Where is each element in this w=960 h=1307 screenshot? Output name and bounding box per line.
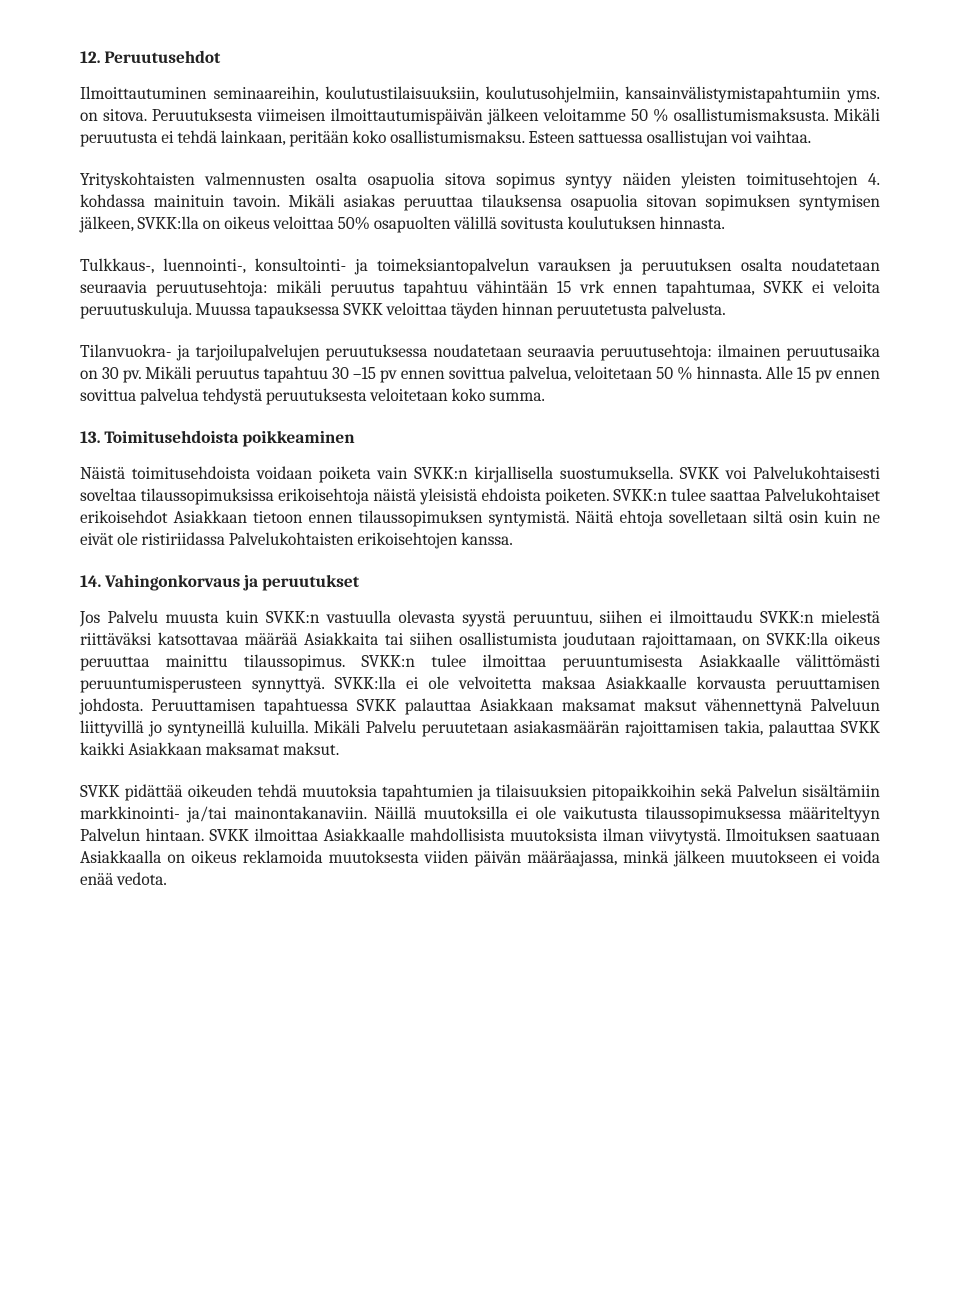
- section-14-paragraph-2: SVKK pidättää oikeuden tehdä muutoksia t…: [80, 782, 880, 892]
- section-14-paragraph-1: Jos Palvelu muusta kuin SVKK:n vastuulla…: [80, 608, 880, 762]
- section-12-paragraph-3: Tulkkaus-, luennointi-, konsultointi- ja…: [80, 256, 880, 322]
- section-12-paragraph-4: Tilanvuokra- ja tarjoilupalvelujen peruu…: [80, 342, 880, 408]
- section-13-paragraph-1: Näistä toimitusehdoista voidaan poiketa …: [80, 464, 880, 552]
- section-12-heading: 12. Peruutusehdot: [80, 48, 880, 70]
- section-14-heading: 14. Vahingonkorvaus ja peruutukset: [80, 572, 880, 594]
- section-12-paragraph-1: Ilmoittautuminen seminaareihin, koulutus…: [80, 84, 880, 150]
- section-13-heading: 13. Toimitusehdoista poikkeaminen: [80, 428, 880, 450]
- section-12-paragraph-2: Yrityskohtaisten valmennusten osalta osa…: [80, 170, 880, 236]
